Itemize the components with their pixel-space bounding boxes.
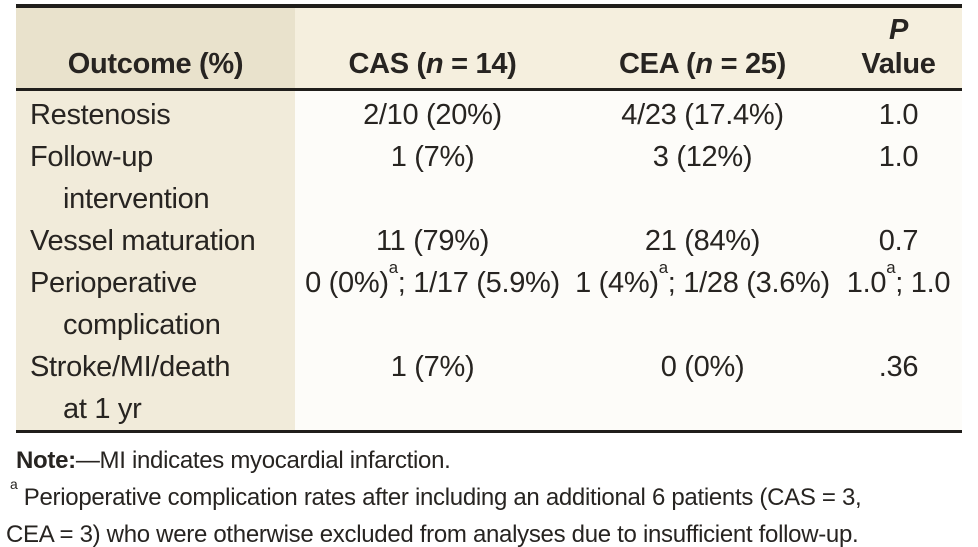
outcome-label-line2: at 1 yr xyxy=(63,393,142,425)
footnote-text-2: CEA = 3) who were otherwise excluded fro… xyxy=(6,521,859,547)
header-cea: CEA (n = 25) xyxy=(570,8,835,88)
footnote-line-1: a Perioperative complication rates after… xyxy=(6,476,968,516)
cas-value: 2/10 (20%) xyxy=(363,99,502,131)
footnote-marker-a: a xyxy=(886,257,896,277)
cea-value: 0 (0%) xyxy=(660,351,745,383)
header-p-line1: P xyxy=(888,14,909,46)
header-p-line2: Value xyxy=(861,48,936,80)
footnote-marker-a: a xyxy=(388,257,398,277)
header-cas-label: CAS (n = 14) xyxy=(348,48,517,80)
cea-value: 4/23 (17.4%) xyxy=(621,99,784,131)
header-cas: CAS (n = 14) xyxy=(295,8,570,88)
cas-value: 1 (7%) xyxy=(390,351,475,383)
header-p-value: P Value xyxy=(835,8,962,88)
table-row-perioperative-complication: Perioperative complication 0 (0%)a; 1/17… xyxy=(16,257,962,346)
outcomes-table: Outcome (%) CAS (n = 14) CEA (n = 25) P … xyxy=(16,4,962,433)
header-cea-label: CEA (n = 25) xyxy=(619,48,786,80)
table-header-row: Outcome (%) CAS (n = 14) CEA (n = 25) P … xyxy=(16,8,962,91)
p-value: .36 xyxy=(878,351,919,383)
outcome-label: Follow-up xyxy=(30,141,154,173)
outcome-label-line2: complication xyxy=(63,309,221,341)
outcome-label: Restenosis xyxy=(30,99,171,131)
cea-value: 1 (4%)a; 1/28 (3.6%) xyxy=(575,257,830,299)
p-value: 1.0a; 1.0 xyxy=(846,257,951,299)
table-row-stroke-mi-death: Stroke/MI/death at 1 yr 1 (7%) 0 (0%) .3… xyxy=(16,346,962,430)
cas-value: 11 (79%) xyxy=(375,225,490,257)
cas-value: 0 (0%)a; 1/17 (5.9%) xyxy=(305,257,560,299)
table-notes: Note:—MI indicates myocardial infarction… xyxy=(6,442,968,547)
outcome-label: Stroke/MI/death xyxy=(30,351,231,383)
cea-value: 21 (84%) xyxy=(644,225,761,257)
p-value: 1.0 xyxy=(878,141,919,173)
p-value: 1.0 xyxy=(878,99,919,131)
outcome-label-line2: intervention xyxy=(63,183,210,215)
table-body: Restenosis 2/10 (20%) 4/23 (17.4%) 1.0 F… xyxy=(16,91,962,430)
footnote-line-2: CEA = 3) who were otherwise excluded fro… xyxy=(6,516,968,547)
outcome-cell: Follow-up intervention xyxy=(16,136,295,220)
outcome-cell: Perioperative complication xyxy=(16,262,295,346)
footnote-marker-a: a xyxy=(10,476,18,493)
note-label: Note: xyxy=(16,447,76,474)
table-row-vessel-maturation: Vessel maturation 11 (79%) 21 (84%) 0.7 xyxy=(16,220,962,262)
p-value: 0.7 xyxy=(878,225,919,257)
outcome-cell: Vessel maturation xyxy=(16,220,295,262)
table-row-followup-intervention: Follow-up intervention 1 (7%) 3 (12%) 1.… xyxy=(16,136,962,220)
table-row-restenosis: Restenosis 2/10 (20%) 4/23 (17.4%) 1.0 xyxy=(16,94,962,136)
outcome-cell: Stroke/MI/death at 1 yr xyxy=(16,346,295,430)
note-text: —MI indicates myocardial infarction. xyxy=(75,447,451,474)
outcome-label: Vessel maturation xyxy=(30,225,256,257)
footnote-marker-a: a xyxy=(658,257,668,277)
outcome-label: Perioperative xyxy=(30,267,197,299)
cas-value: 1 (7%) xyxy=(390,141,475,173)
header-outcome: Outcome (%) xyxy=(16,8,295,88)
header-outcome-label: Outcome (%) xyxy=(67,48,244,80)
cea-value: 3 (12%) xyxy=(652,141,753,173)
outcome-cell: Restenosis xyxy=(16,94,295,136)
note-line: Note:—MI indicates myocardial infarction… xyxy=(6,442,968,479)
footnote-text-1: Perioperative complication rates after i… xyxy=(17,484,862,511)
